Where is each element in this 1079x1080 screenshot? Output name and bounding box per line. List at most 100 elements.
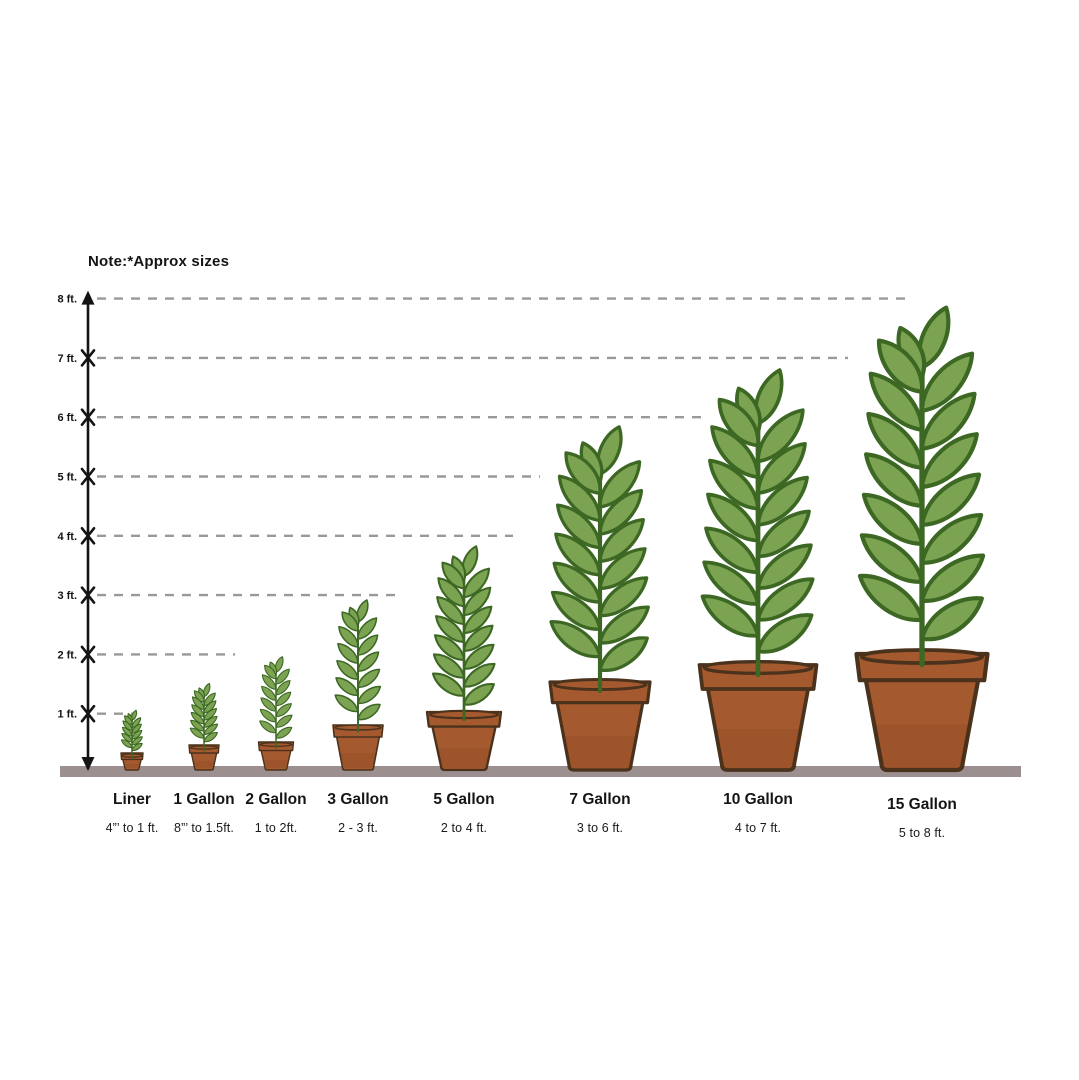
leaf-icon bbox=[756, 543, 813, 590]
size-range-label: 2 - 3 ft. bbox=[338, 821, 378, 835]
pot-body bbox=[335, 735, 381, 771]
plant-figure-2-gallon bbox=[257, 656, 295, 771]
leaf-icon bbox=[357, 634, 379, 656]
pot-body bbox=[121, 757, 143, 771]
plant-figure-5-gallon bbox=[425, 545, 503, 772]
leaf-icon bbox=[203, 715, 218, 728]
pot-shade bbox=[122, 764, 142, 768]
pot-shade bbox=[872, 724, 972, 768]
category-label: Liner bbox=[113, 791, 151, 808]
leaf-icon bbox=[203, 723, 219, 735]
axis-tick-label: 1 ft. bbox=[57, 709, 77, 721]
size-range-label: 4”’ to 1 ft. bbox=[105, 821, 159, 835]
leaf-icon bbox=[756, 613, 814, 654]
axis-x-tick-icon bbox=[80, 586, 96, 604]
pot-body bbox=[705, 686, 811, 772]
pot-body bbox=[863, 677, 981, 773]
leaf-icon bbox=[554, 532, 602, 577]
plant-figure-15-gallon bbox=[854, 305, 990, 773]
leaf-icon bbox=[919, 553, 986, 603]
leaf-icon bbox=[598, 636, 649, 672]
axis-tick-label: 6 ft. bbox=[57, 412, 77, 424]
pot-body bbox=[430, 724, 498, 772]
leaf-icon bbox=[190, 711, 205, 725]
axis-tick-label: 2 ft. bbox=[57, 649, 77, 661]
pot-body bbox=[260, 748, 292, 771]
category-label: 5 Gallon bbox=[433, 791, 495, 808]
leaf-icon bbox=[434, 615, 466, 643]
leaf-icon bbox=[433, 634, 466, 661]
leaf-icon bbox=[432, 653, 466, 679]
leaf-icon bbox=[462, 567, 491, 599]
pot-body bbox=[555, 700, 645, 772]
axis-x-tick-icon bbox=[80, 467, 96, 486]
pot-shade bbox=[338, 753, 378, 768]
plant-figure-liner bbox=[120, 709, 144, 771]
leaf-icon bbox=[708, 458, 760, 511]
axis-x-tick-icon bbox=[80, 526, 96, 545]
leaf-icon bbox=[706, 492, 760, 543]
leaf-icon bbox=[555, 503, 602, 550]
leaf-icon bbox=[337, 642, 359, 664]
leaf-icon bbox=[275, 703, 292, 718]
size-range-label: 4 to 7 ft. bbox=[734, 821, 782, 835]
leaf-icon bbox=[259, 720, 277, 734]
category-label: 2 Gallon bbox=[245, 791, 307, 808]
leaf-icon bbox=[189, 727, 205, 739]
leaf-icon bbox=[275, 726, 293, 739]
leaf-icon bbox=[131, 742, 143, 752]
leaf-icon bbox=[357, 668, 381, 689]
leaf-icon bbox=[704, 526, 760, 575]
leaf-icon bbox=[861, 492, 925, 546]
leaf-icon bbox=[598, 547, 647, 591]
leaf-icon bbox=[336, 659, 359, 680]
pot-shade bbox=[713, 729, 803, 768]
leaf-icon bbox=[357, 651, 380, 672]
leaf-icon bbox=[919, 472, 982, 527]
leaf-icon bbox=[190, 719, 205, 732]
axis-x-tick-icon bbox=[80, 645, 96, 664]
size-range-label: 2 to 4 ft. bbox=[440, 821, 488, 835]
axis-tick-label: 3 ft. bbox=[57, 590, 77, 602]
leaf-icon bbox=[334, 694, 359, 713]
leaf-icon bbox=[598, 605, 650, 645]
leaf-icon bbox=[919, 596, 984, 642]
leaf-icon bbox=[121, 733, 133, 743]
axis-x-tick-icon bbox=[80, 408, 96, 427]
note-text: Note:*Approx sizes bbox=[88, 253, 230, 270]
leaf-icon bbox=[756, 577, 815, 622]
axis-tick-label: 7 ft. bbox=[57, 353, 77, 365]
leaf-icon bbox=[259, 708, 277, 723]
leaf-icon bbox=[357, 685, 382, 705]
category-label: 7 Gallon bbox=[569, 791, 631, 808]
leaf-icon bbox=[131, 736, 143, 746]
size-range-label: 1 to 2ft. bbox=[254, 821, 298, 835]
leaf-icon bbox=[702, 560, 760, 606]
leaf-icon bbox=[859, 533, 925, 584]
leaf-icon bbox=[260, 697, 277, 712]
ground-bar bbox=[60, 766, 1021, 777]
leaf-icon bbox=[261, 685, 277, 701]
category-label: 1 Gallon bbox=[173, 791, 235, 808]
plant-figure-3-gallon bbox=[332, 599, 384, 771]
height-axis bbox=[80, 290, 96, 771]
leaf-icon bbox=[919, 391, 977, 451]
leaf-icon bbox=[357, 703, 381, 721]
leaf-icon bbox=[261, 674, 277, 691]
leaf-icon bbox=[756, 408, 805, 464]
leaf-icon bbox=[756, 441, 807, 495]
axis-tick-label: 4 ft. bbox=[57, 531, 77, 543]
leaf-icon bbox=[338, 625, 359, 648]
leaf-icon bbox=[919, 351, 975, 413]
leaf-icon bbox=[203, 708, 218, 721]
leaf-icon bbox=[335, 677, 359, 697]
leaf-icon bbox=[275, 691, 292, 707]
leaf-icon bbox=[431, 672, 466, 697]
leaf-icon bbox=[598, 488, 644, 536]
axis-arrow-up-icon bbox=[81, 290, 95, 305]
leaf-icon bbox=[462, 662, 496, 688]
category-label: 15 Gallon bbox=[887, 796, 957, 813]
category-label: 3 Gallon bbox=[327, 791, 389, 808]
